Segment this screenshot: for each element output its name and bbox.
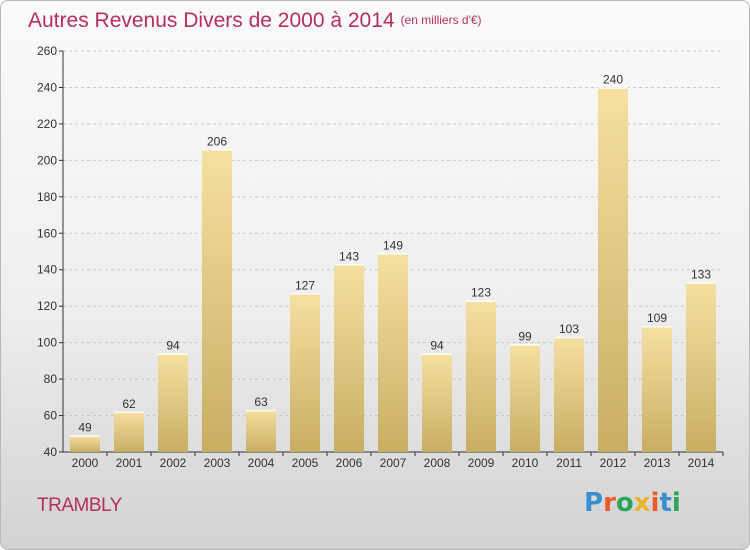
bar xyxy=(334,264,364,452)
data-label: 62 xyxy=(122,397,136,411)
x-tick-label: 2011 xyxy=(556,456,582,470)
y-tick-label: 180 xyxy=(37,190,57,204)
y-tick-label: 240 xyxy=(37,80,57,94)
data-label: 63 xyxy=(254,395,268,409)
data-label: 103 xyxy=(559,322,579,336)
logo-letter: x xyxy=(633,488,651,518)
logo-letter: t xyxy=(659,488,672,518)
y-tick-label: 160 xyxy=(37,226,57,240)
data-label: 123 xyxy=(471,286,491,300)
data-label: 127 xyxy=(295,278,315,292)
x-tick-label: 2002 xyxy=(160,456,187,470)
chart-title: Autres Revenus Divers de 2000 à 2014 (en … xyxy=(28,9,482,33)
bar xyxy=(598,87,628,453)
x-tick-label: 2013 xyxy=(644,456,671,470)
data-label: 240 xyxy=(603,72,623,86)
data-label: 109 xyxy=(647,311,667,325)
bar xyxy=(290,293,320,452)
y-tick-label: 120 xyxy=(37,299,57,313)
bar xyxy=(114,411,144,452)
data-label: 143 xyxy=(339,249,359,263)
bar xyxy=(466,300,496,452)
x-tick-label: 2009 xyxy=(468,456,495,470)
y-tick-label: 40 xyxy=(44,445,58,459)
data-label: 94 xyxy=(166,339,180,353)
chart-unit: (en milliers d'€) xyxy=(400,13,482,27)
logo-letter: i xyxy=(671,488,681,518)
logo-letter: r xyxy=(603,488,616,518)
data-label: 99 xyxy=(518,329,532,343)
y-tick-label: 260 xyxy=(37,44,57,58)
bar xyxy=(158,353,188,452)
logo-letter: i xyxy=(650,488,660,518)
logo-letter: o xyxy=(615,488,634,518)
y-tick-label: 200 xyxy=(37,153,57,167)
data-label: 94 xyxy=(430,339,444,353)
bar xyxy=(554,337,584,452)
data-label: 149 xyxy=(383,238,403,252)
x-tick-label: 2003 xyxy=(204,456,231,470)
logo-letter: P xyxy=(584,488,604,518)
y-tick-label: 220 xyxy=(37,117,57,131)
x-tick-label: 2005 xyxy=(292,456,319,470)
x-tick-label: 2004 xyxy=(248,456,275,470)
data-label: 206 xyxy=(207,134,227,148)
bar xyxy=(642,326,672,452)
x-tick-label: 2007 xyxy=(380,456,407,470)
bars xyxy=(70,87,716,453)
bar xyxy=(510,344,540,452)
bar xyxy=(378,253,408,452)
y-tick-label: 140 xyxy=(37,263,57,277)
y-tick-label: 80 xyxy=(44,372,58,386)
bar xyxy=(422,353,452,452)
proxiti-logo: Proxiti xyxy=(584,488,681,518)
data-label: 133 xyxy=(691,267,711,281)
y-tick-label: 100 xyxy=(37,336,57,350)
chart-title-main: Autres Revenus Divers de 2000 à 2014 xyxy=(28,9,395,32)
x-tick-label: 2000 xyxy=(72,456,99,470)
x-tick-label: 2010 xyxy=(512,456,539,470)
bar xyxy=(246,410,276,452)
x-tick-label: 2012 xyxy=(600,456,627,470)
x-tick-label: 2006 xyxy=(336,456,363,470)
x-tick-label: 2001 xyxy=(116,456,143,470)
labels: 49 2000 62 2001 94 2002 206 2003 63 2004 127 2005 14… xyxy=(72,72,715,470)
x-tick-label: 2014 xyxy=(688,456,715,470)
bar xyxy=(202,149,232,452)
y-tick-label: 60 xyxy=(44,409,58,423)
location-name: TRAMBLY xyxy=(37,495,122,516)
bar xyxy=(70,435,100,452)
x-tick-label: 2008 xyxy=(424,456,451,470)
bar xyxy=(686,282,716,452)
data-label: 49 xyxy=(78,421,92,435)
